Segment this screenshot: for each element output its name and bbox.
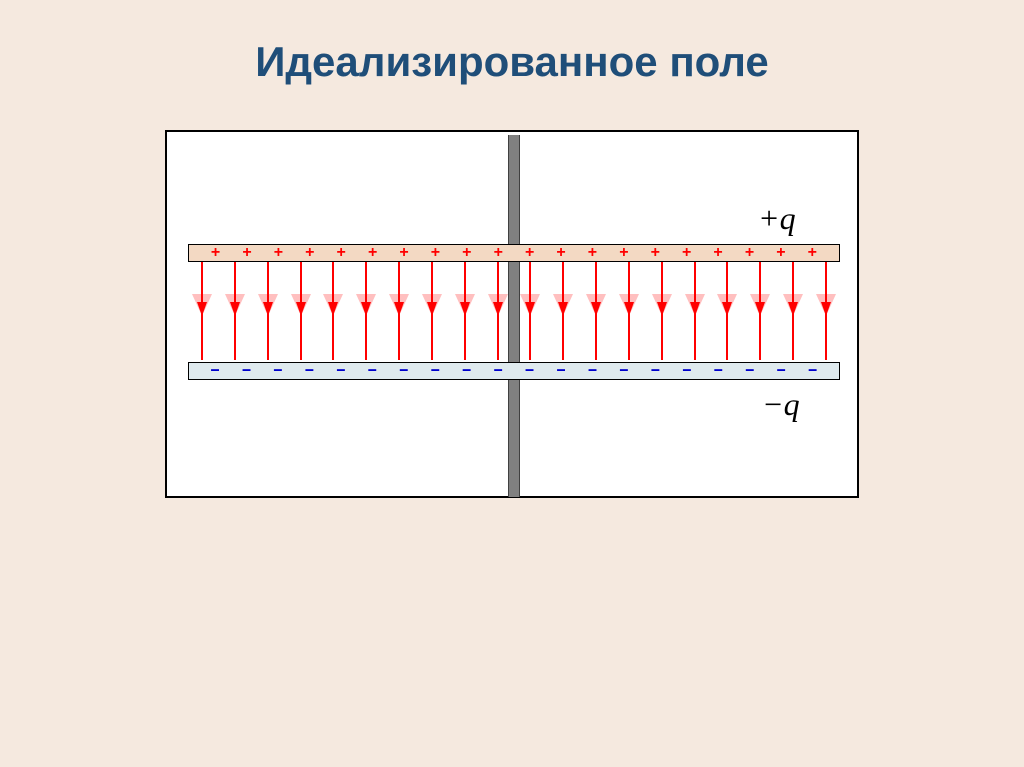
minus-sign: – [713, 362, 724, 380]
minus-sign: – [241, 362, 252, 380]
minus-sign: – [493, 362, 504, 380]
top-plate: + + + + + + + + + + + + + + + + + + + + [188, 244, 840, 262]
plus-sign: + [808, 245, 818, 261]
bottom-plate: –––––––––––––––––––– [188, 362, 840, 380]
minus-sign: – [776, 362, 787, 380]
minus-sign: – [398, 362, 409, 380]
plus-sign: + [462, 245, 472, 261]
plus-sign: + [556, 245, 566, 261]
minus-sign: – [304, 362, 315, 380]
minus-sign: – [807, 362, 818, 380]
plus-sign: + [682, 245, 692, 261]
plus-sign: + [493, 245, 503, 261]
minus-sign: – [273, 362, 284, 380]
plus-sign: + [211, 245, 221, 261]
plus-sign: + [650, 245, 660, 261]
plus-sign: + [305, 245, 315, 261]
plus-sign: + [368, 245, 378, 261]
minus-sign: – [335, 362, 346, 380]
diagram-frame: + + + + + + + + + + + + + + + + + + + + – – – – – – – – – – – – – – – – – – –… [165, 130, 859, 498]
field-lines [167, 132, 861, 500]
minus-sign: – [210, 362, 221, 380]
minus-sign: – [681, 362, 692, 380]
label-plus-q: +q [758, 200, 796, 237]
plus-sign: + [776, 245, 786, 261]
slide-title: Идеализированное поле [0, 38, 1024, 86]
plus-sign: + [588, 245, 598, 261]
plus-sign: + [525, 245, 535, 261]
plus-sign: + [336, 245, 346, 261]
plus-sign: + [274, 245, 284, 261]
minus-sign: – [587, 362, 598, 380]
plus-sign: + [242, 245, 252, 261]
minus-sign: – [461, 362, 472, 380]
minus-sign: – [744, 362, 755, 380]
plus-sign: + [619, 245, 629, 261]
plus-sign: + [431, 245, 441, 261]
slide: Идеализированное поле ++++++++++++++++++… [0, 0, 1024, 767]
plus-sign: + [745, 245, 755, 261]
label-minus-q: −q [762, 386, 800, 423]
plus-sign: + [399, 245, 409, 261]
minus-sign: – [619, 362, 630, 380]
minus-sign: – [556, 362, 567, 380]
minus-sign: – [367, 362, 378, 380]
minus-sign: – [524, 362, 535, 380]
minus-sign: – [650, 362, 661, 380]
minus-sign: – [430, 362, 441, 380]
plus-sign: + [713, 245, 723, 261]
